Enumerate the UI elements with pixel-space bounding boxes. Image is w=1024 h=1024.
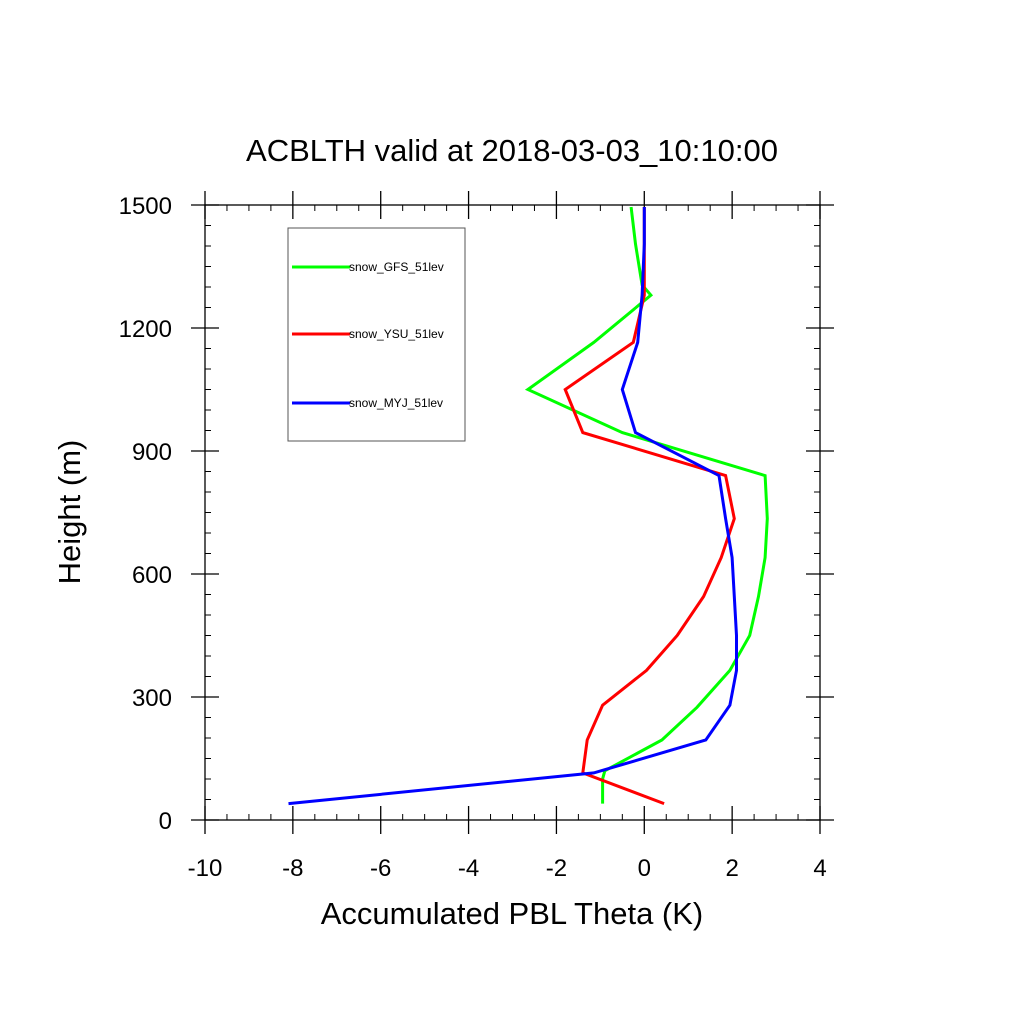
legend-label-snow_YSU_51lev: snow_YSU_51lev: [349, 327, 444, 341]
x-tick-label: 4: [813, 855, 826, 882]
series-lines: [288, 206, 769, 806]
plot-frame: [204, 204, 821, 821]
major-ticks: [191, 191, 834, 834]
x-tick-label: -10: [188, 855, 223, 882]
x-axis-label: Accumulated PBL Theta (K): [321, 896, 704, 931]
legend: snow_GFS_51lev snow_YSU_51lev snow_MYJ_51l…: [287, 227, 466, 442]
y-tick-label: 0: [159, 808, 172, 835]
y-tick-label: 1200: [119, 316, 172, 343]
tick-labels: -10 -8 -6 -4 -2 0 2 4 0 300 600 900 1200 1500: [119, 193, 827, 882]
y-tick-label: 300: [132, 685, 172, 712]
legend-label-snow_GFS_51lev: snow_GFS_51lev: [349, 260, 444, 274]
x-tick-label: -4: [458, 855, 479, 882]
series-line-snow_MYJ_51lev: [288, 207, 738, 806]
minor-ticks: [205, 205, 820, 820]
series-line-snow_GFS_51lev: [524, 206, 769, 804]
y-axis-label: Height (m): [52, 440, 87, 585]
x-tick-label: 0: [638, 855, 651, 882]
x-tick-label: -8: [282, 855, 303, 882]
y-tick-label: 1500: [119, 193, 172, 220]
y-tick-label: 600: [132, 562, 172, 589]
x-tick-label: -6: [370, 855, 391, 882]
x-tick-label: 2: [725, 855, 738, 882]
chart-title: ACBLTH valid at 2018-03-03_10:10:00: [246, 133, 778, 168]
y-tick-label: 900: [132, 439, 172, 466]
legend-label-snow_MYJ_51lev: snow_MYJ_51lev: [349, 396, 443, 410]
x-tick-label: -2: [546, 855, 567, 882]
